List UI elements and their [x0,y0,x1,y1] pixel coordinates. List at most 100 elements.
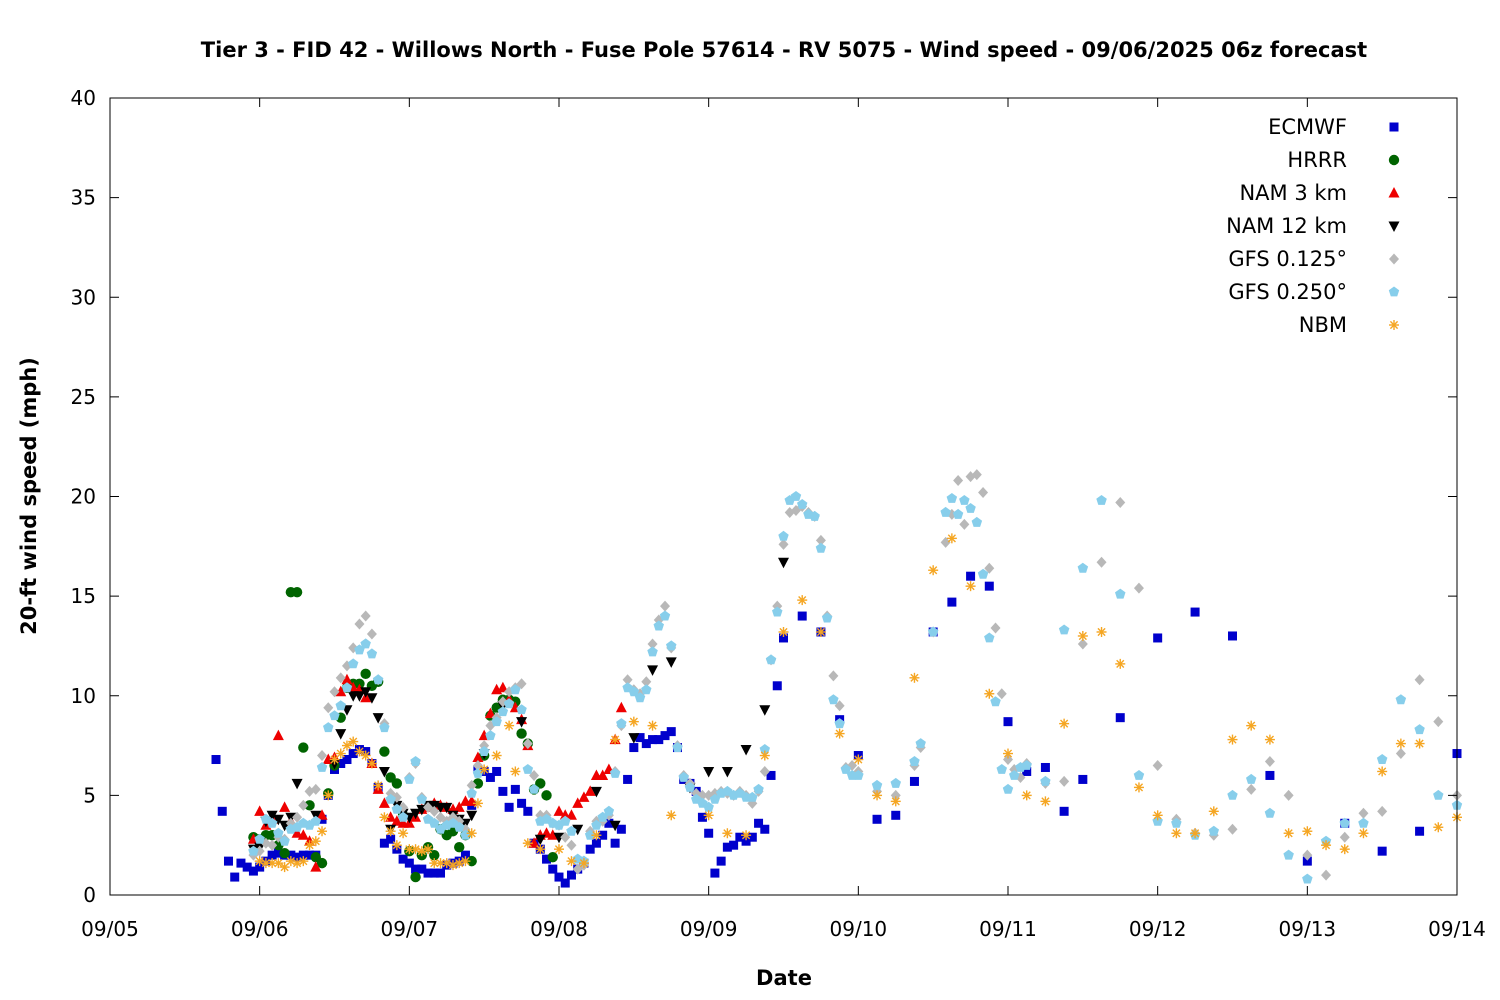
data-point [809,510,820,521]
data-point [946,533,957,544]
data-point [609,768,621,778]
data-point [453,801,465,812]
legend-marker [1389,320,1399,330]
data-point [329,710,340,721]
data-point [984,632,995,643]
y-tick-label: 30 [71,285,96,309]
data-point [310,836,321,847]
data-point [610,838,620,848]
data-point [1395,694,1407,705]
data-point [547,829,559,840]
data-point [1009,770,1020,780]
data-point [266,810,278,822]
data-point [872,814,882,824]
data-point [391,840,402,851]
data-point [230,872,240,882]
data-point [292,852,302,862]
data-point [1321,869,1332,881]
data-point [335,700,346,711]
data-point [1433,789,1444,800]
data-point [316,762,328,772]
data-point [971,469,982,481]
y-tick-label: 20 [71,485,96,509]
data-point [348,749,358,759]
data-point [466,787,477,798]
x-tick-label: 09/06 [231,917,289,941]
data-point [491,716,502,727]
data-point [666,810,677,821]
legend-label: HRRR [1287,148,1347,172]
data-point [386,834,396,844]
data-point [778,557,789,569]
data-point [1077,638,1088,650]
data-point [990,622,1001,634]
data-point [379,722,390,733]
data-point [1115,658,1126,669]
data-point [323,790,334,801]
data-point [704,828,714,838]
data-point [553,805,565,816]
data-point [591,838,601,848]
data-point [404,773,415,784]
data-point [616,718,627,729]
data-point [779,633,788,643]
data-point [984,688,995,699]
data-point [572,824,584,836]
data-point [410,808,422,820]
data-point [516,678,527,690]
data-point [1415,826,1425,836]
data-point [336,758,346,768]
data-point [472,768,484,778]
data-point [484,707,496,719]
data-point [510,766,521,777]
data-point [305,850,315,860]
data-point [554,844,564,855]
data-point [984,581,994,591]
data-point [609,820,621,832]
data-point [710,868,720,878]
data-point [1339,831,1350,843]
data-point [754,818,764,828]
data-point [1171,817,1182,828]
data-point [1059,775,1070,787]
data-point [529,769,540,781]
data-point [1302,849,1313,861]
x-axis-label: Date [756,966,812,990]
data-point [1059,718,1070,729]
data-point [310,815,321,826]
data-point [498,786,508,796]
chart-title: Tier 3 - FID 42 - Willows North - Fuse P… [201,38,1367,62]
data-point [335,748,346,759]
data-point [542,854,552,864]
data-point [398,828,409,839]
data-point [1227,789,1238,800]
data-point [360,610,371,622]
y-tick-label: 25 [71,385,96,409]
data-point [578,858,589,869]
data-point [342,755,352,765]
data-point [1133,770,1145,780]
y-tick-label: 40 [71,86,96,110]
data-point [597,769,609,780]
data-point [254,805,266,816]
data-point [298,850,308,860]
data-point [927,626,939,637]
data-point [341,740,352,751]
data-point [966,571,976,581]
data-point [223,856,233,866]
data-point [853,754,864,765]
data-point [971,516,983,527]
data-point [721,766,733,778]
data-point [254,833,265,844]
data-point [354,746,365,757]
data-point [1246,720,1257,731]
data-point [279,801,291,812]
data-point [666,640,677,651]
data-point [654,735,664,745]
data-point [316,809,328,820]
y-tick-label: 35 [71,186,96,210]
legend-label: GFS 0.250° [1228,280,1347,304]
data-point [385,811,397,822]
legend-label: NAM 12 km [1226,214,1347,238]
data-point [217,806,227,816]
